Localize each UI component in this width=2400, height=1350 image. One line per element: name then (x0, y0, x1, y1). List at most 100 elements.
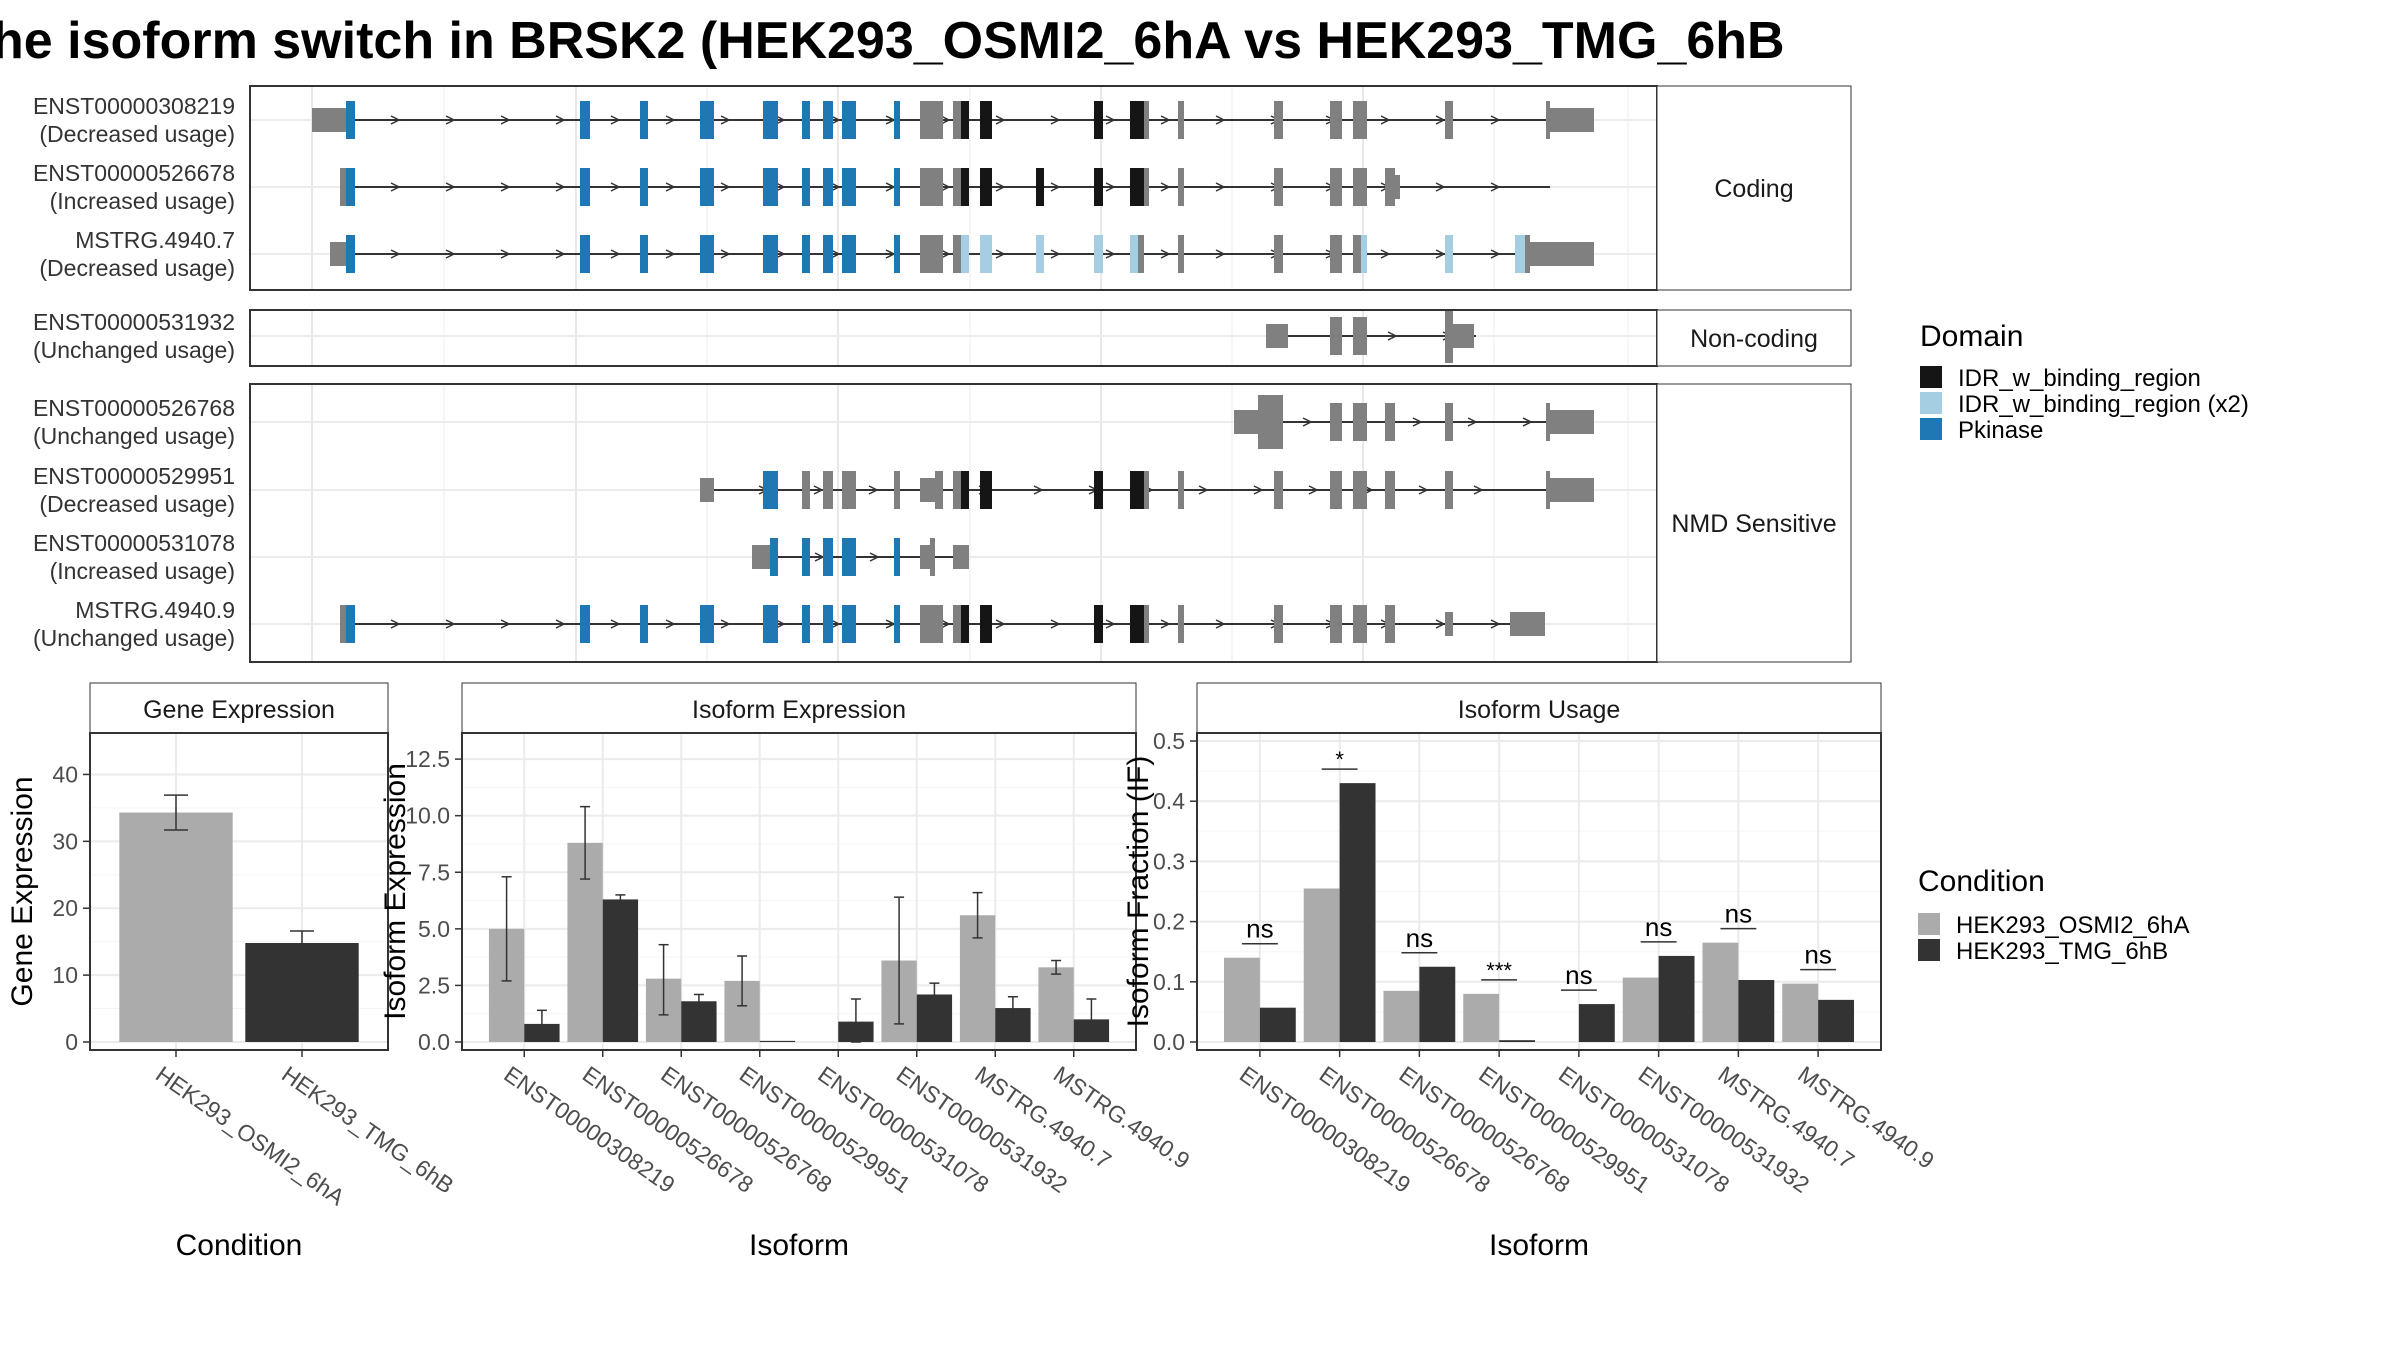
bar (1339, 783, 1376, 1042)
isoform-id-label: ENST00000529951 (33, 463, 235, 489)
exon (1330, 403, 1342, 441)
domain-block (1094, 101, 1103, 139)
exon (1550, 478, 1594, 502)
y-tick-label: 10 (52, 962, 78, 988)
exon (1144, 168, 1149, 206)
strand-arrow (1467, 417, 1478, 427)
strand-arrow (500, 249, 511, 259)
strand-arrow (555, 619, 566, 629)
y-tick-label: 7.5 (418, 859, 450, 885)
isoform-track (752, 538, 969, 576)
domain-block (1094, 168, 1103, 206)
strand-arrow (1435, 182, 1446, 192)
domain-block (823, 538, 833, 576)
exon (1144, 101, 1149, 139)
chart-strip (1196, 682, 1882, 734)
exon (1178, 471, 1184, 509)
strand-arrow (1490, 619, 1501, 629)
bar (1303, 888, 1340, 1042)
strand-arrow (1033, 485, 1044, 495)
bar (1223, 957, 1260, 1042)
strand-arrow (720, 115, 731, 125)
exon (752, 545, 770, 569)
exon (1445, 612, 1453, 636)
facet-strip-label: Coding (1714, 175, 1793, 203)
y-tick-label: 0.1 (1153, 969, 1185, 995)
strand-arrow (1105, 249, 1116, 259)
domain-block (700, 605, 714, 643)
exon (1445, 309, 1453, 363)
strand-arrow (830, 619, 841, 629)
exon (1353, 403, 1367, 441)
bar (1578, 1004, 1615, 1042)
exon (1445, 101, 1453, 139)
exon (920, 235, 943, 273)
chart-strip (461, 682, 1137, 734)
strand-arrow (830, 182, 841, 192)
exon (1353, 605, 1367, 643)
strand-arrow (1387, 331, 1398, 341)
isoform-id-label: ENST00000531932 (33, 309, 235, 335)
exon (953, 101, 961, 139)
y-tick-label: 0.2 (1153, 909, 1185, 935)
domain-block (980, 471, 992, 509)
strand-arrow (775, 115, 786, 125)
domain-block (842, 605, 856, 643)
condition-legend-swatch (1918, 913, 1940, 935)
isoform-track (330, 235, 1594, 273)
domain-block (961, 168, 969, 206)
bar (1038, 967, 1074, 1042)
exon (1178, 605, 1184, 643)
exon (1353, 317, 1367, 355)
exon (1330, 101, 1342, 139)
domain-legend-swatch (1920, 418, 1942, 440)
domain-block (700, 168, 714, 206)
strand-arrow (1522, 417, 1533, 427)
plot-border (1196, 732, 1882, 1051)
exon (1395, 175, 1400, 199)
x-axis-title: Isoform (1489, 1229, 1589, 1262)
significance-label: ns (1645, 912, 1672, 942)
strand-arrow (1380, 249, 1391, 259)
exon (1274, 168, 1283, 206)
exon (920, 101, 943, 139)
strand-arrow (1418, 485, 1429, 495)
exon (1330, 317, 1342, 355)
exon (935, 471, 943, 509)
exon (1385, 471, 1395, 509)
isoform-id-label: MSTRG.4940.9 (75, 597, 235, 623)
exon (894, 471, 900, 509)
domain-block (763, 605, 778, 643)
isoform-track (340, 605, 1545, 643)
strand-arrow (940, 182, 951, 192)
domain-block (802, 605, 810, 643)
exon (953, 168, 961, 206)
strand-arrow (1490, 182, 1501, 192)
exon (1330, 605, 1342, 643)
isoform-track (340, 168, 1550, 206)
strand-arrow (1473, 485, 1484, 495)
strand-arrow (445, 249, 456, 259)
strand-arrow (1435, 115, 1446, 125)
exon (842, 471, 856, 509)
strand-arrow (1050, 182, 1061, 192)
domain-block (640, 101, 648, 139)
y-tick-label: 0.3 (1153, 848, 1185, 874)
y-tick-label: 40 (52, 761, 78, 787)
x-tick-label: MSTRG.4940.9 (1049, 1061, 1195, 1174)
isoform-track (312, 101, 1594, 139)
y-tick-label: 0.0 (1153, 1029, 1185, 1055)
bar (1658, 955, 1695, 1042)
exon (1330, 471, 1342, 509)
exon (920, 168, 943, 206)
domain-block (1036, 235, 1044, 273)
strand-arrow (1435, 249, 1446, 259)
structure-panel-non-coding (249, 309, 1852, 367)
strand-arrow (813, 485, 824, 495)
bar (602, 899, 639, 1042)
domain-block (961, 235, 969, 273)
domain-block (823, 101, 833, 139)
isoform-usage-label: (Increased usage) (50, 558, 235, 584)
isoform-usage-label: (Decreased usage) (39, 255, 235, 281)
